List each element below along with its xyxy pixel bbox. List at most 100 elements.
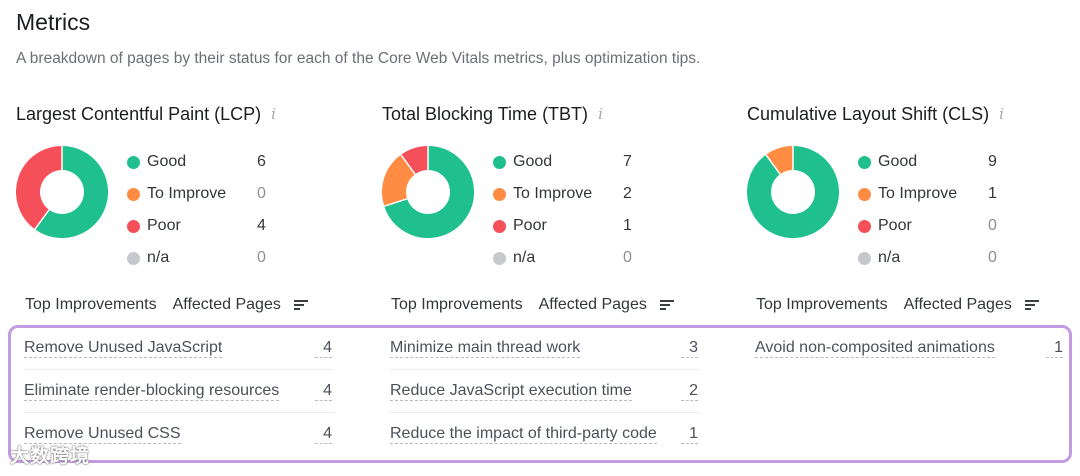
- info-icon[interactable]: i: [598, 105, 603, 123]
- metric-title-text: Total Blocking Time (TBT): [382, 103, 589, 124]
- legend: Good 6 To Improve 0 Poor 4 n/a 0: [127, 146, 287, 274]
- legend-label: To Improve: [878, 185, 958, 202]
- legend-item-good: Good 9: [858, 146, 1018, 178]
- legend-item-poor: Poor 1: [493, 210, 653, 242]
- sort-icon[interactable]: [1025, 298, 1040, 312]
- list-item[interactable]: Avoid non-composited animations 1: [755, 327, 1065, 369]
- poor-dot-icon: [127, 219, 140, 233]
- legend-value: 0: [623, 249, 632, 266]
- sort-icon[interactable]: [294, 298, 309, 312]
- page-title: Metrics: [16, 9, 91, 35]
- info-icon[interactable]: i: [999, 105, 1004, 123]
- donut-separator: [384, 198, 408, 207]
- legend-value: 9: [988, 153, 997, 170]
- legend-label: Good: [147, 153, 187, 170]
- improvements-list-lcp: Remove Unused JavaScript 4 Eliminate ren…: [24, 327, 334, 455]
- donut-chart: [16, 146, 108, 238]
- improvements-header: Top Improvements Affected Pages: [391, 296, 675, 314]
- legend-value: 7: [623, 153, 632, 170]
- list-item[interactable]: Remove Unused CSS 4: [24, 413, 334, 455]
- list-item[interactable]: Remove Unused JavaScript 4: [24, 327, 334, 370]
- donut-separator: [765, 154, 781, 175]
- improvement-link[interactable]: Avoid non-composited animations: [755, 339, 995, 358]
- legend-item-poor: Poor 4: [127, 210, 287, 242]
- metric-tbt: Total Blocking Time (TBT) i Good 7 To Im…: [382, 100, 702, 313]
- donut-chart: [747, 146, 839, 238]
- legend-item-na: n/a 0: [127, 242, 287, 274]
- metric-lcp: Largest Contentful Paint (LCP) i Good 6 …: [16, 100, 336, 313]
- legend-label: Poor: [147, 217, 181, 234]
- list-item[interactable]: Reduce JavaScript execution time 2: [390, 370, 700, 413]
- affected-count-link[interactable]: 1: [1046, 338, 1063, 358]
- donut-slice-good: [747, 146, 839, 238]
- improvements-list-cls: Avoid non-composited animations 1: [755, 327, 1065, 369]
- improvement-link[interactable]: Remove Unused JavaScript: [24, 339, 223, 358]
- legend-value: 6: [257, 153, 266, 170]
- legend-value: 0: [988, 217, 997, 234]
- legend-label: n/a: [147, 249, 170, 266]
- good-dot-icon: [858, 155, 871, 169]
- improvement-link[interactable]: Reduce the impact of third-party code: [390, 425, 657, 444]
- donut-chart: [382, 146, 474, 238]
- legend-label: Poor: [513, 217, 547, 234]
- info-icon[interactable]: i: [271, 105, 276, 123]
- metric-title: Cumulative Layout Shift (CLS) i: [747, 100, 1067, 128]
- improvement-link[interactable]: Remove Unused CSS: [24, 425, 181, 444]
- good-dot-icon: [127, 155, 140, 169]
- improvement-link[interactable]: Reduce JavaScript execution time: [390, 382, 632, 401]
- metric-title: Total Blocking Time (TBT) i: [382, 100, 702, 128]
- legend-value: 2: [623, 185, 632, 202]
- list-item[interactable]: Eliminate render-blocking resources 4: [24, 370, 334, 413]
- good-dot-icon: [493, 155, 506, 169]
- affected-count-link[interactable]: 4: [315, 381, 332, 401]
- to-improve-dot-icon: [493, 187, 506, 201]
- highlight-frame: [8, 325, 1072, 463]
- affected-pages-sort[interactable]: Affected Pages: [539, 296, 675, 314]
- legend-value: 1: [988, 185, 997, 202]
- top-improvements-label: Top Improvements: [391, 296, 523, 313]
- affected-pages-sort[interactable]: Affected Pages: [904, 296, 1040, 314]
- legend-label: To Improve: [513, 185, 593, 202]
- list-item[interactable]: Reduce the impact of third-party code 1: [390, 413, 700, 455]
- legend-item-na: n/a 0: [493, 242, 653, 274]
- donut-separator: [34, 209, 50, 230]
- legend-label: Good: [878, 153, 918, 170]
- legend-value: 0: [988, 249, 997, 266]
- affected-count-link[interactable]: 4: [315, 338, 332, 358]
- affected-count-link[interactable]: 1: [681, 424, 698, 444]
- donut-slice-to-improve: [382, 154, 416, 207]
- improvements-header: Top Improvements Affected Pages: [25, 296, 309, 314]
- legend-item-to-improve: To Improve 1: [858, 178, 1018, 210]
- affected-pages-sort[interactable]: Affected Pages: [173, 296, 309, 314]
- metric-cls: Cumulative Layout Shift (CLS) i Good 9 T…: [747, 100, 1067, 313]
- metric-title: Largest Contentful Paint (LCP) i: [16, 100, 336, 128]
- improvement-link[interactable]: Eliminate render-blocking resources: [24, 382, 280, 401]
- legend-value: 0: [257, 249, 266, 266]
- legend: Good 7 To Improve 2 Poor 1 n/a 0: [493, 146, 653, 274]
- legend-label: To Improve: [147, 185, 227, 202]
- legend-item-to-improve: To Improve 2: [493, 178, 653, 210]
- metric-title-text: Cumulative Layout Shift (CLS): [747, 103, 990, 124]
- improvements-header: Top Improvements Affected Pages: [756, 296, 1040, 314]
- page-subtitle: A breakdown of pages by their status for…: [16, 50, 701, 67]
- affected-count-link[interactable]: 2: [681, 381, 698, 401]
- sort-icon[interactable]: [660, 298, 675, 312]
- top-improvements-label: Top Improvements: [25, 296, 157, 313]
- affected-pages-label: Affected Pages: [172, 296, 281, 313]
- poor-dot-icon: [858, 219, 871, 233]
- na-dot-icon: [858, 251, 871, 265]
- na-dot-icon: [127, 251, 140, 265]
- donut-slice-good: [384, 146, 474, 238]
- legend-label: n/a: [513, 249, 536, 266]
- list-item[interactable]: Minimize main thread work 3: [390, 327, 700, 370]
- improvement-link[interactable]: Minimize main thread work: [390, 339, 581, 358]
- legend-label: Good: [513, 153, 553, 170]
- affected-count-link[interactable]: 3: [681, 338, 698, 358]
- affected-pages-label: Affected Pages: [538, 296, 647, 313]
- donut-slice-poor: [16, 146, 63, 230]
- legend-value: 4: [257, 217, 266, 234]
- metric-title-text: Largest Contentful Paint (LCP): [16, 103, 262, 124]
- affected-count-link[interactable]: 4: [315, 424, 332, 444]
- to-improve-dot-icon: [858, 187, 871, 201]
- watermark: 大数跨境: [10, 446, 91, 467]
